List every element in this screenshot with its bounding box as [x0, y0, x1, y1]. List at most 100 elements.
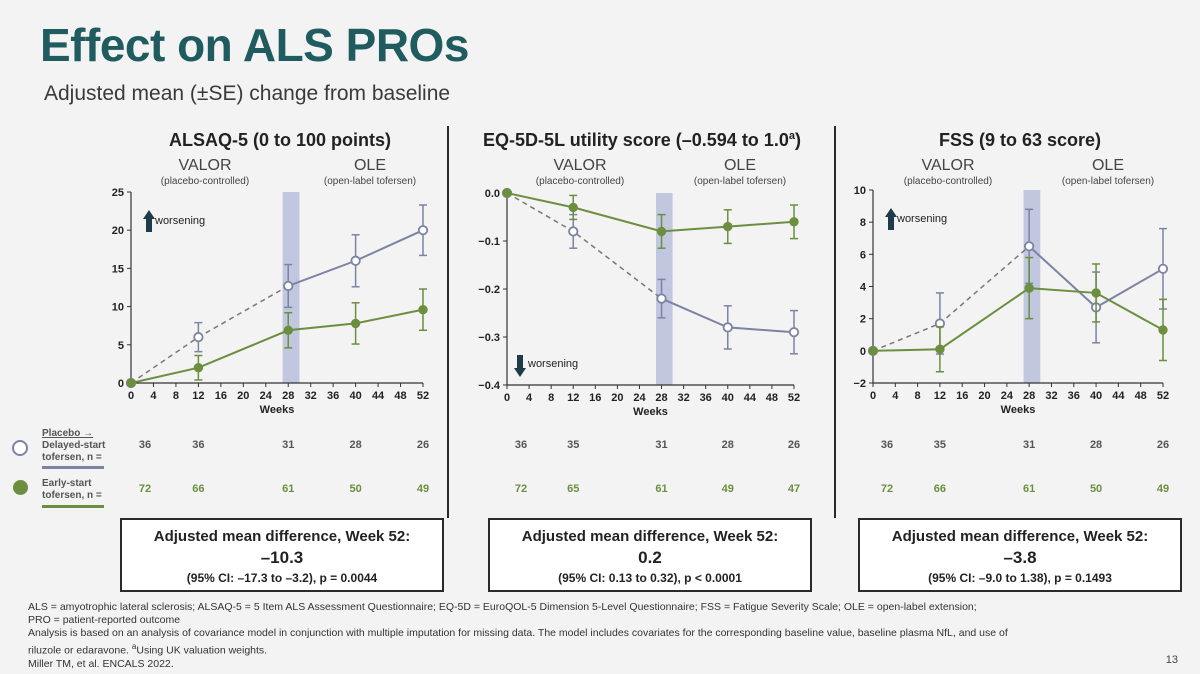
data-point-placebo [1157, 263, 1169, 274]
x-tick-label: 0 [870, 390, 876, 402]
n-early: 72 [514, 483, 528, 495]
n-placebo: 35 [933, 439, 947, 451]
panel-title-eq5d: EQ-5D-5L utility score (–0.594 to 1.0a) [483, 130, 801, 150]
x-tick-label: 12 [567, 392, 579, 404]
n-placebo: 36 [138, 439, 152, 451]
data-point-early [1091, 288, 1101, 298]
data-point-placebo [656, 293, 667, 304]
n-early: 49 [721, 483, 734, 495]
data-point-placebo [417, 225, 429, 236]
x-tick-label: 16 [589, 392, 601, 404]
period-valor-2: VALOR (placebo-controlled) [535, 157, 625, 187]
period-ole-3: OLE (open-label tofersen) [1061, 157, 1155, 187]
x-tick-label: 20 [978, 390, 990, 402]
data-point-early [350, 318, 361, 329]
footnotes: ALS = amyotrophic lateral sclerosis; ALS… [28, 601, 1008, 670]
data-point-early [126, 378, 136, 388]
x-tick-label: 44 [372, 390, 385, 402]
data-point-early [789, 217, 799, 227]
n-placebo: 31 [655, 439, 668, 451]
x-tick-label: 8 [173, 390, 179, 402]
data-point-placebo [350, 255, 361, 266]
legend-placebo-line [42, 466, 104, 469]
n-early: 49 [1156, 483, 1170, 495]
data-point-early [723, 221, 733, 232]
period-valor-1: VALOR (placebo-controlled) [160, 157, 250, 187]
y-tick-label: 2 [860, 314, 866, 326]
data-point-early [935, 344, 945, 354]
data-point-placebo [568, 226, 579, 237]
x-tick-label: 0 [128, 390, 134, 402]
n-early: 49 [416, 483, 430, 495]
n-early: 65 [567, 483, 580, 495]
arrow-up-icon [885, 208, 897, 217]
y-tick-label: 15 [112, 263, 124, 275]
result-box-alsaq5: Adjusted mean difference, Week 52: –10.3… [120, 518, 444, 592]
y-tick-label: −0.3 [478, 332, 500, 344]
n-early: 50 [1089, 483, 1103, 495]
data-point-early [568, 202, 578, 213]
n-early: 50 [349, 483, 362, 495]
x-axis-label: Weeks [260, 404, 295, 416]
placebo-line-valor [130, 285, 289, 384]
n-early: 66 [933, 483, 947, 495]
x-tick-label: 36 [700, 392, 712, 404]
worsening-annotation: worsening [896, 213, 947, 225]
y-tick-label: 8 [860, 217, 866, 229]
y-tick-label: 0.0 [485, 188, 500, 200]
legend-early-marker [13, 480, 28, 495]
x-tick-label: 48 [394, 390, 406, 402]
y-tick-label: 25 [112, 187, 124, 199]
data-point-early [868, 346, 878, 356]
x-tick-label: 32 [1045, 390, 1057, 402]
x-tick-label: 4 [526, 392, 533, 404]
n-placebo: 36 [880, 439, 894, 451]
data-point-early [1158, 325, 1168, 335]
n-placebo: 26 [416, 439, 430, 451]
period-ole-1: OLE (open-label tofersen) [323, 157, 417, 187]
panel-divider-2 [834, 126, 836, 518]
data-point-placebo [283, 280, 294, 292]
x-tick-label: 40 [1090, 390, 1102, 402]
result-box-fss: Adjusted mean difference, Week 52: –3.8 … [858, 518, 1182, 592]
x-tick-label: 12 [934, 390, 946, 402]
panel-divider-1 [447, 126, 449, 518]
legend-placebo-marker [12, 440, 28, 456]
x-tick-label: 24 [633, 392, 646, 404]
x-tick-label: 32 [677, 392, 689, 404]
n-early: 61 [282, 483, 295, 495]
x-tick-label: 24 [1001, 390, 1014, 402]
x-tick-label: 28 [1023, 390, 1035, 402]
n-placebo: 26 [787, 439, 801, 451]
x-tick-label: 28 [655, 392, 667, 404]
y-tick-label: 20 [112, 225, 124, 237]
y-tick-label: −0.1 [478, 236, 500, 248]
y-tick-label: 4 [860, 282, 867, 294]
early-line [872, 287, 1164, 352]
x-tick-label: 24 [260, 390, 273, 402]
n-early: 61 [1023, 483, 1036, 495]
x-tick-label: 44 [744, 392, 757, 404]
data-point-early [502, 188, 512, 198]
placebo-line-valor [872, 245, 1030, 352]
n-early: 61 [655, 483, 668, 495]
worsening-annotation: worsening [154, 215, 205, 227]
n-placebo: 31 [282, 439, 295, 451]
x-tick-label: 36 [327, 390, 339, 402]
data-point-early [193, 363, 204, 373]
x-tick-label: 40 [722, 392, 734, 404]
x-tick-label: 4 [892, 390, 899, 402]
arrow-up-icon [143, 210, 155, 219]
y-tick-label: −0.4 [478, 380, 501, 392]
legend-early-line [42, 505, 104, 508]
arrow-down-shaft [517, 355, 523, 369]
x-tick-label: 48 [1135, 390, 1147, 402]
legend-placebo-label: Placebo → Delayed-start tofersen, n = [42, 428, 106, 463]
legend-early-label: Early-start tofersen, n = [42, 478, 102, 501]
x-tick-label: 16 [956, 390, 968, 402]
data-point-early [656, 226, 667, 237]
data-point-early [283, 325, 293, 335]
x-tick-label: 16 [215, 390, 227, 402]
data-point-placebo [722, 322, 733, 333]
